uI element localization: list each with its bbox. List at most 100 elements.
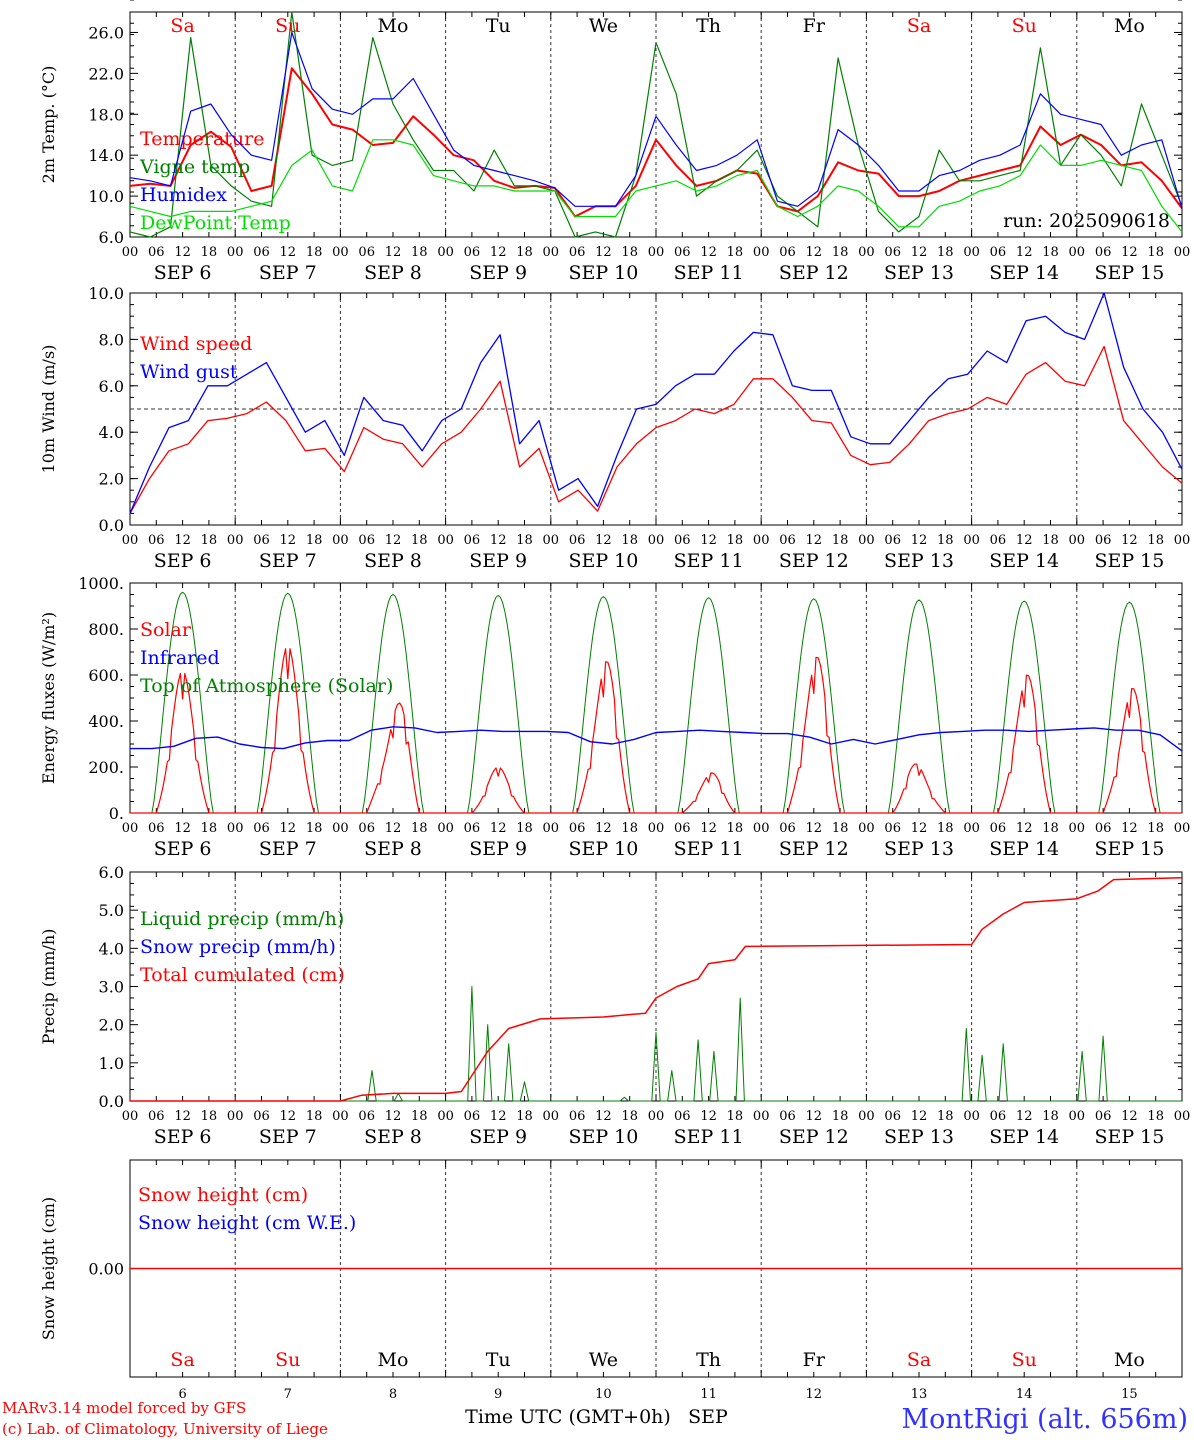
hour-label: 00 [1069,821,1086,836]
hour-label: 00 [1174,821,1191,836]
hour-label: 06 [253,533,270,548]
hour-label: 00 [858,533,875,548]
hour-label: 12 [280,1109,297,1124]
hour-label: 06 [1095,821,1112,836]
hour-label: 00 [1069,245,1086,260]
hour-label: 00 [437,821,454,836]
hour-label: 18 [937,533,954,548]
hour-label: 12 [911,245,928,260]
y-tick-label: 3.0 [99,978,124,997]
hour-label: 12 [911,533,928,548]
y-tick-label: 22.0 [88,64,124,83]
date-label: SEP 11 [674,262,744,284]
hour-label: 12 [595,533,612,548]
hour-label: 18 [832,1109,849,1124]
hour-label: 00 [543,245,560,260]
hour-label: 06 [779,533,796,548]
weekday-label: Su [275,1349,300,1371]
date-label: SEP 15 [1094,550,1164,572]
hour-label: 00 [227,245,244,260]
date-label: SEP 9 [469,550,527,572]
hour-label: 00 [648,821,665,836]
hour-label: 18 [727,533,744,548]
hour-label: 06 [253,821,270,836]
y-axis-label: Precip (mm/h) [39,929,58,1045]
y-tick-label: 800. [88,620,124,639]
date-label: SEP 8 [364,838,422,860]
y-tick-label: 10.0 [88,284,124,303]
hour-label: 12 [911,1109,928,1124]
hour-label: 18 [516,533,533,548]
y-tick-label: 400. [88,712,124,731]
date-label: SEP 8 [364,1126,422,1148]
hour-label: 06 [253,245,270,260]
hour-label: 18 [621,533,638,548]
hour-label: 12 [174,245,191,260]
date-label: SEP 6 [154,262,212,284]
hour-label: 18 [937,821,954,836]
hour-label: 06 [674,1109,691,1124]
hour-label: 12 [806,1109,823,1124]
date-label: SEP 6 [154,550,212,572]
hour-label: 12 [385,821,402,836]
x-axis-title: Time UTC (GMT+0h) [465,1406,671,1428]
weekday-label: Th [696,15,721,37]
hour-label: 12 [700,245,717,260]
y-tick-label: 0. [109,804,124,823]
date-label: SEP 14 [989,550,1059,572]
hour-label: 12 [280,533,297,548]
hour-label: 06 [358,533,375,548]
hour-label: 00 [963,533,980,548]
y-tick-label: 4.0 [99,423,124,442]
hour-label: 00 [227,1109,244,1124]
y-tick-label: 0.0 [99,516,124,535]
hour-label: 06 [1095,533,1112,548]
date-label: SEP 10 [568,550,638,572]
hour-label: 12 [1016,821,1033,836]
hour-label: 06 [990,245,1007,260]
weekday-label: Fr [803,1349,826,1371]
series-line [129,67,1183,218]
date-label: SEP 12 [779,838,849,860]
hour-label: 06 [464,821,481,836]
hour-label: 06 [358,1109,375,1124]
hour-label: 06 [253,1109,270,1124]
hour-label: 06 [884,245,901,260]
hour-label: 18 [411,1109,428,1124]
legend-entry: Liquid precip (mm/h) [140,908,344,930]
hour-label: 12 [595,821,612,836]
hour-label: 00 [1069,1109,1086,1124]
date-label: SEP 11 [674,550,744,572]
day-number: 13 [911,1387,928,1402]
y-tick-label: 0.00 [88,1260,124,1279]
x-axis-month: SEP [688,1406,728,1428]
hour-label: 00 [858,1109,875,1124]
hour-label: 18 [621,821,638,836]
hour-label: 06 [674,821,691,836]
hour-label: 00 [122,245,139,260]
hour-label: 18 [516,245,533,260]
legend-entry: Top of Atmosphere (Solar) [140,675,393,697]
weekday-label: We [589,15,618,37]
hour-label: 00 [858,821,875,836]
hour-label: 12 [1121,821,1138,836]
date-label: SEP 15 [1094,838,1164,860]
y-tick-label: 18.0 [88,105,124,124]
hour-label: 12 [385,1109,402,1124]
date-label: SEP 7 [259,550,317,572]
hour-label: 00 [963,245,980,260]
y-tick-label: 4.0 [99,939,124,958]
hour-label: 18 [1147,533,1164,548]
legend-entry: Snow precip (mm/h) [140,936,336,958]
y-tick-label: 1000. [78,574,124,593]
hour-label: 18 [1042,533,1059,548]
date-label: SEP 13 [884,550,954,572]
date-label: SEP 10 [568,1126,638,1148]
y-tick-label: 5.0 [99,901,124,920]
hour-label: 18 [621,245,638,260]
hour-label: 00 [1174,245,1191,260]
day-number: 8 [389,1387,397,1402]
hour-label: 00 [437,533,454,548]
date-label: SEP 7 [259,262,317,284]
